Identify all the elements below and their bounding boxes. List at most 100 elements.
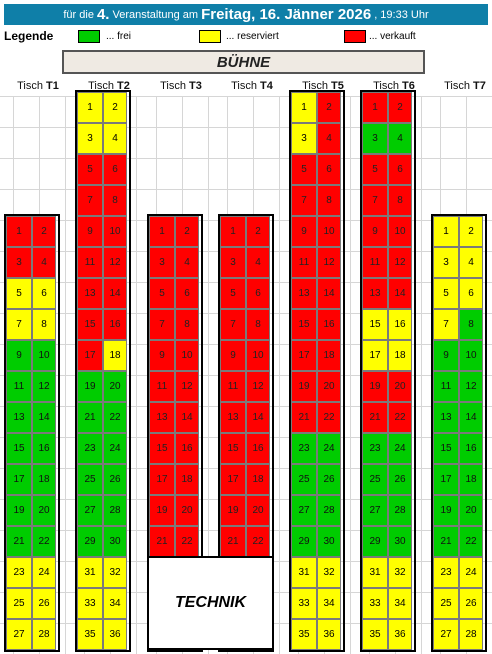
seat-t1-11[interactable]: 11 bbox=[6, 371, 32, 402]
seat-t5-32[interactable]: 32 bbox=[317, 557, 341, 588]
seat-t1-12[interactable]: 12 bbox=[32, 371, 56, 402]
seat-t3-6[interactable]: 6 bbox=[175, 278, 199, 309]
seat-t2-7[interactable]: 7 bbox=[77, 185, 103, 216]
seat-t2-25[interactable]: 25 bbox=[77, 464, 103, 495]
seat-t5-14[interactable]: 14 bbox=[317, 278, 341, 309]
seat-t7-6[interactable]: 6 bbox=[459, 278, 483, 309]
seat-t3-12[interactable]: 12 bbox=[175, 371, 199, 402]
seat-t1-7[interactable]: 7 bbox=[6, 309, 32, 340]
seat-t2-1[interactable]: 1 bbox=[77, 92, 103, 123]
seat-t3-18[interactable]: 18 bbox=[175, 464, 199, 495]
seat-t5-2[interactable]: 2 bbox=[317, 92, 341, 123]
seat-t7-28[interactable]: 28 bbox=[459, 619, 483, 650]
seat-t7-15[interactable]: 15 bbox=[433, 433, 459, 464]
seat-t7-12[interactable]: 12 bbox=[459, 371, 483, 402]
seat-t3-10[interactable]: 10 bbox=[175, 340, 199, 371]
seat-t1-2[interactable]: 2 bbox=[32, 216, 56, 247]
seat-t2-29[interactable]: 29 bbox=[77, 526, 103, 557]
seat-t5-10[interactable]: 10 bbox=[317, 216, 341, 247]
seat-t4-1[interactable]: 1 bbox=[220, 216, 246, 247]
seat-t2-19[interactable]: 19 bbox=[77, 371, 103, 402]
seat-t3-17[interactable]: 17 bbox=[149, 464, 175, 495]
seat-t2-10[interactable]: 10 bbox=[103, 216, 127, 247]
seat-t7-1[interactable]: 1 bbox=[433, 216, 459, 247]
seat-t7-21[interactable]: 21 bbox=[433, 526, 459, 557]
seat-t2-15[interactable]: 15 bbox=[77, 309, 103, 340]
seat-t2-5[interactable]: 5 bbox=[77, 154, 103, 185]
seat-t5-3[interactable]: 3 bbox=[291, 123, 317, 154]
seat-t4-14[interactable]: 14 bbox=[246, 402, 270, 433]
seat-t5-9[interactable]: 9 bbox=[291, 216, 317, 247]
seat-t1-25[interactable]: 25 bbox=[6, 588, 32, 619]
seat-t6-25[interactable]: 25 bbox=[362, 464, 388, 495]
seat-t1-23[interactable]: 23 bbox=[6, 557, 32, 588]
seat-t6-9[interactable]: 9 bbox=[362, 216, 388, 247]
seat-t6-20[interactable]: 20 bbox=[388, 371, 412, 402]
seat-t1-8[interactable]: 8 bbox=[32, 309, 56, 340]
seat-t7-4[interactable]: 4 bbox=[459, 247, 483, 278]
seat-t1-18[interactable]: 18 bbox=[32, 464, 56, 495]
seat-t7-7[interactable]: 7 bbox=[433, 309, 459, 340]
seat-t1-27[interactable]: 27 bbox=[6, 619, 32, 650]
seat-t7-23[interactable]: 23 bbox=[433, 557, 459, 588]
seat-t6-4[interactable]: 4 bbox=[388, 123, 412, 154]
seat-t3-2[interactable]: 2 bbox=[175, 216, 199, 247]
seat-t6-2[interactable]: 2 bbox=[388, 92, 412, 123]
seat-t1-16[interactable]: 16 bbox=[32, 433, 56, 464]
seat-t5-13[interactable]: 13 bbox=[291, 278, 317, 309]
seat-t6-33[interactable]: 33 bbox=[362, 588, 388, 619]
seat-t7-20[interactable]: 20 bbox=[459, 495, 483, 526]
seat-t2-22[interactable]: 22 bbox=[103, 402, 127, 433]
seat-t4-8[interactable]: 8 bbox=[246, 309, 270, 340]
seat-t7-25[interactable]: 25 bbox=[433, 588, 459, 619]
seat-t6-36[interactable]: 36 bbox=[388, 619, 412, 650]
seat-t2-24[interactable]: 24 bbox=[103, 433, 127, 464]
seat-t6-28[interactable]: 28 bbox=[388, 495, 412, 526]
seat-t1-9[interactable]: 9 bbox=[6, 340, 32, 371]
seat-t5-17[interactable]: 17 bbox=[291, 340, 317, 371]
seat-t2-35[interactable]: 35 bbox=[77, 619, 103, 650]
seat-t5-26[interactable]: 26 bbox=[317, 464, 341, 495]
seat-t3-7[interactable]: 7 bbox=[149, 309, 175, 340]
seat-t5-6[interactable]: 6 bbox=[317, 154, 341, 185]
seat-t5-36[interactable]: 36 bbox=[317, 619, 341, 650]
seat-t4-7[interactable]: 7 bbox=[220, 309, 246, 340]
seat-t1-5[interactable]: 5 bbox=[6, 278, 32, 309]
seat-t1-4[interactable]: 4 bbox=[32, 247, 56, 278]
seat-t1-17[interactable]: 17 bbox=[6, 464, 32, 495]
seat-t5-27[interactable]: 27 bbox=[291, 495, 317, 526]
seat-t7-27[interactable]: 27 bbox=[433, 619, 459, 650]
seat-t6-18[interactable]: 18 bbox=[388, 340, 412, 371]
seat-t7-17[interactable]: 17 bbox=[433, 464, 459, 495]
seat-t6-8[interactable]: 8 bbox=[388, 185, 412, 216]
seat-t7-13[interactable]: 13 bbox=[433, 402, 459, 433]
seat-t4-20[interactable]: 20 bbox=[246, 495, 270, 526]
seat-t5-28[interactable]: 28 bbox=[317, 495, 341, 526]
seat-t4-18[interactable]: 18 bbox=[246, 464, 270, 495]
seat-t4-12[interactable]: 12 bbox=[246, 371, 270, 402]
seat-t6-22[interactable]: 22 bbox=[388, 402, 412, 433]
seat-t6-3[interactable]: 3 bbox=[362, 123, 388, 154]
seat-t5-19[interactable]: 19 bbox=[291, 371, 317, 402]
seat-t5-35[interactable]: 35 bbox=[291, 619, 317, 650]
seat-t6-23[interactable]: 23 bbox=[362, 433, 388, 464]
seat-t2-28[interactable]: 28 bbox=[103, 495, 127, 526]
seat-t1-20[interactable]: 20 bbox=[32, 495, 56, 526]
seat-t4-9[interactable]: 9 bbox=[220, 340, 246, 371]
seat-t6-30[interactable]: 30 bbox=[388, 526, 412, 557]
seat-t5-8[interactable]: 8 bbox=[317, 185, 341, 216]
seat-t4-2[interactable]: 2 bbox=[246, 216, 270, 247]
seat-t1-6[interactable]: 6 bbox=[32, 278, 56, 309]
seat-t2-9[interactable]: 9 bbox=[77, 216, 103, 247]
seat-t1-10[interactable]: 10 bbox=[32, 340, 56, 371]
seat-t6-26[interactable]: 26 bbox=[388, 464, 412, 495]
seat-t6-14[interactable]: 14 bbox=[388, 278, 412, 309]
seat-t6-11[interactable]: 11 bbox=[362, 247, 388, 278]
seat-t7-9[interactable]: 9 bbox=[433, 340, 459, 371]
seat-t1-13[interactable]: 13 bbox=[6, 402, 32, 433]
seat-t1-28[interactable]: 28 bbox=[32, 619, 56, 650]
seat-t3-16[interactable]: 16 bbox=[175, 433, 199, 464]
seat-t5-16[interactable]: 16 bbox=[317, 309, 341, 340]
seat-t6-12[interactable]: 12 bbox=[388, 247, 412, 278]
seat-t5-22[interactable]: 22 bbox=[317, 402, 341, 433]
